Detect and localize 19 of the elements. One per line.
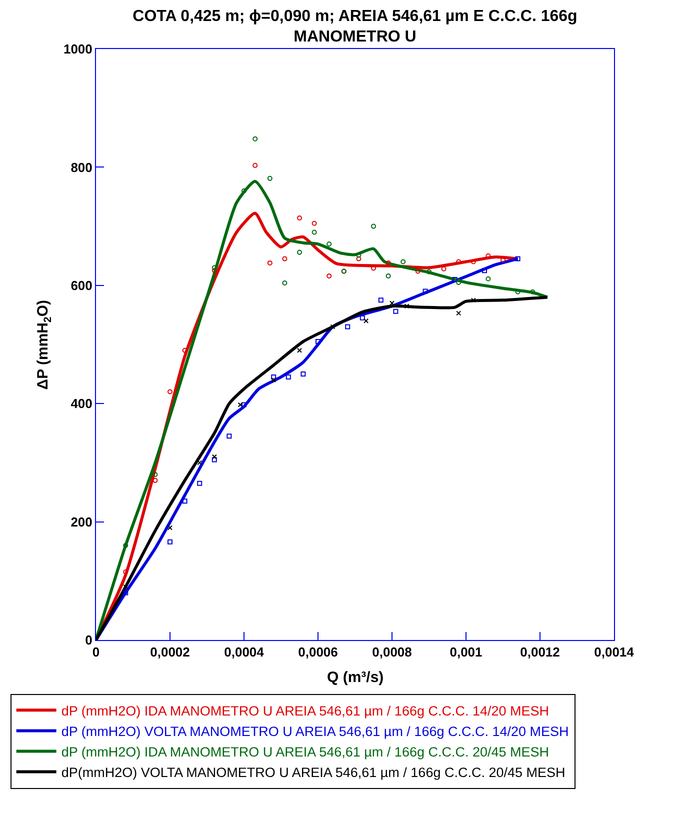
legend-label: dP (mmH2O) IDA MANOMETRO U AREIA 546,61 µm / 166g C.C.C. 20/45 MESH [61,744,550,760]
x-tick-label: 0,001 [450,644,482,660]
x-tick-label: 0,0002 [150,644,190,660]
y-tick-label: 600 [70,278,92,293]
legend-label: dP (mmH2O) VOLTA MANOMETRO U AREIA 546,61 µm / 166g C.C.C. 14/20 MESH [61,724,569,739]
x-tick-label: 0,0014 [594,644,635,660]
y-tick-label: 800 [70,160,92,175]
legend-label: dP(mmH2O) VOLTA MANOMETRO U AREIA 546,61 µm / 166g C.C.C. 20/45 MESH [61,765,566,780]
legend-label: dP (mmH2O) IDA MANOMETRO U AREIA 546,61 µm / 166g C.C.C. 14/20 MESH [61,703,550,718]
x-axis-title: Q (m³/s) [327,669,384,686]
x-tick-label: 0,0008 [372,644,412,660]
y-tick-label: 400 [70,396,92,412]
y-tick-label: 200 [70,514,92,530]
x-tick-label: 0,0012 [520,644,560,660]
y-tick-label: 0 [85,632,92,648]
y-tick-label: 1000 [63,42,92,57]
chart-title: COTA 0,425 m; ϕ=0,090 m; AREIA 546,61 µm E C.C.C. 166g MANOMETRO U [132,8,578,46]
x-tick-label: 0,0006 [298,644,338,660]
x-tick-label: 0,0004 [224,644,265,660]
